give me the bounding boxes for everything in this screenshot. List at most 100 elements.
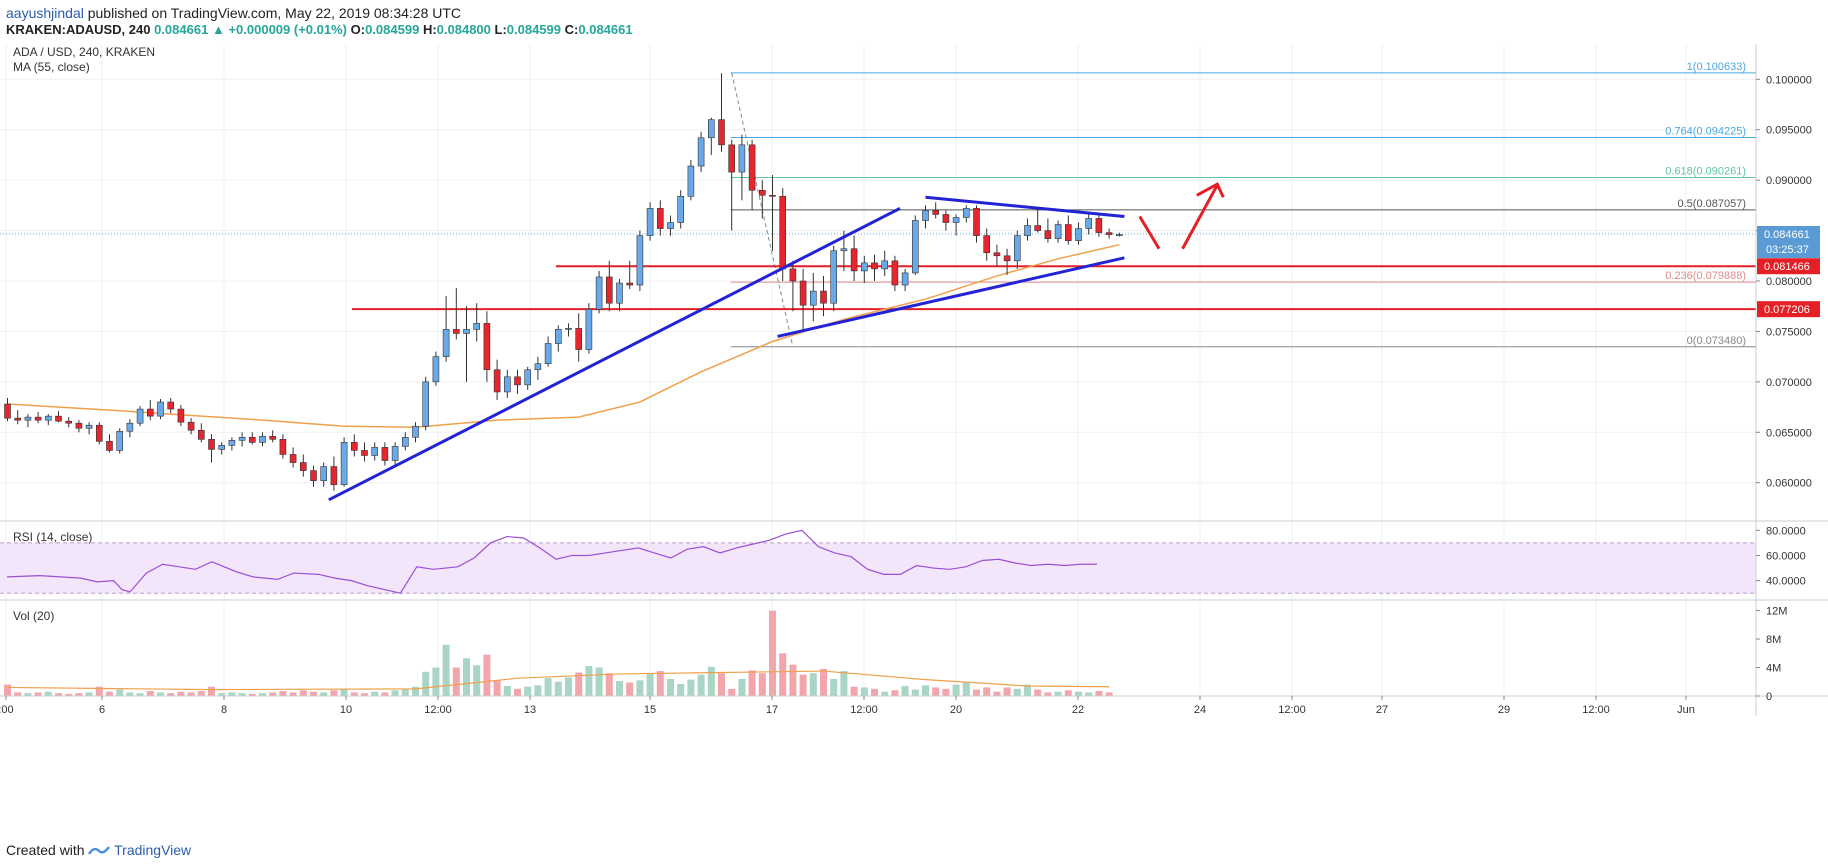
volume-tick-label: 0 [1766,691,1772,703]
volume-bar [228,692,236,696]
volume-bar [65,693,73,696]
rsi-tick-label: 60.0000 [1766,550,1806,562]
rsi-tick-label: 80.0000 [1766,525,1806,537]
volume-bar [442,644,450,696]
volume-bar [585,666,593,696]
candle-body [1085,218,1092,229]
volume-bar [1024,684,1031,696]
candle-body [748,144,756,191]
price-tick-label: 0.095000 [1766,125,1812,137]
chart-legend-title: ADA / USD, 240, KRAKEN [13,45,155,59]
fib-level-label: 0.236(0.079888) [1665,270,1746,282]
volume-bar [126,692,134,696]
candle-body [840,248,848,252]
open-label: O: [350,22,366,37]
volume-bar [514,688,521,696]
candle-body [962,208,970,218]
fib-level-label: 0.5(0.087057) [1678,198,1747,210]
volume-bar [697,674,705,696]
candle-body [952,217,960,223]
volume-bar [656,671,664,696]
time-tick-label: 12:00 [850,704,878,716]
volume-bar [310,691,317,696]
rsi-pane[interactable] [0,529,1756,594]
rsi-band [0,542,1756,594]
candle-body [871,262,878,270]
time-tick-label: 22 [1072,704,1084,716]
volume-bar [758,673,766,696]
volume-bar [891,690,899,696]
candle-body [218,445,225,450]
volume-bar [157,692,164,696]
tradingview-link[interactable]: TradingView [114,842,192,858]
candle-body [320,466,328,481]
price-pane[interactable]: 1(0.100633) 0.764(0.094225) 0.618(0.090261… [0,61,1756,502]
volume-bar [565,677,572,696]
candle-body [809,290,817,306]
candle-body [524,369,532,386]
volume-bar [707,666,715,696]
candle-body [942,214,950,223]
candle-body [738,144,746,173]
volume-bar [483,654,491,696]
time-tick-label: Jun [1677,704,1695,716]
ma-legend: MA (55, close) [13,60,90,74]
candle-body [1095,218,1103,233]
time-tick-label: 12:00 [424,704,452,716]
volume-tick-label: 12M [1766,606,1787,618]
candle-body [238,437,246,441]
candle-body [697,137,705,167]
published-text: published on TradingView.com, May 22, 20… [87,5,462,21]
volume-bar [14,692,22,696]
candle-body [361,450,368,456]
time-tick-label: 20 [950,704,962,716]
volume-bar [391,690,399,696]
candle-body [473,323,481,330]
candle-body [983,235,991,254]
candle-body [249,437,256,443]
volume-bar [381,692,389,696]
volume-bar [1085,692,1093,696]
volume-bar [534,685,542,696]
candle-body [891,260,899,286]
volume-bar [932,687,940,696]
volume-bar [728,688,736,696]
volume-bar [575,672,583,696]
candle-body [330,466,338,486]
candle-body [1054,224,1062,239]
volume-bar [289,692,297,696]
low-value: 0.084599 [506,22,562,37]
candle-body [585,308,593,350]
volume-bar [922,685,929,696]
volume-bar [789,664,797,696]
volume-bar [554,681,562,696]
candle-body [820,290,827,304]
volume-bar [595,667,603,696]
candle-body [208,439,215,450]
volume-bar [840,671,848,696]
up-arrow-icon: ▲ [211,22,225,37]
author-link[interactable]: aayushjindal [6,5,84,21]
up-arrow-head [1196,182,1225,198]
volume-bar [279,691,287,696]
candle-body [789,268,797,282]
candle-body [728,144,736,173]
volume-bar [1054,691,1062,696]
time-tick-label: 10 [340,704,352,716]
candle-body [575,328,583,350]
price-tick-label: 0.080000 [1766,276,1812,288]
volume-bar [769,610,776,696]
ohlc-line: KRAKEN:ADAUSD, 240 0.084661 ▲ +0.000009 … [6,22,633,37]
support-price-label: 0.077206 [1764,304,1810,316]
candle-body [422,381,430,427]
volume-bar [1044,692,1052,696]
candle-body [452,329,460,334]
volume-bar [1075,691,1082,696]
candle-body [44,415,52,421]
fib-level-label: 0(0.073480) [1687,335,1746,347]
support-price-label: 0.081466 [1764,261,1810,273]
volume-bar [860,687,868,696]
volume-pane[interactable] [4,610,1113,696]
volume-bar [667,678,674,696]
chart-area[interactable]: 1(0.100633) 0.764(0.094225) 0.618(0.090261… [0,44,1828,836]
